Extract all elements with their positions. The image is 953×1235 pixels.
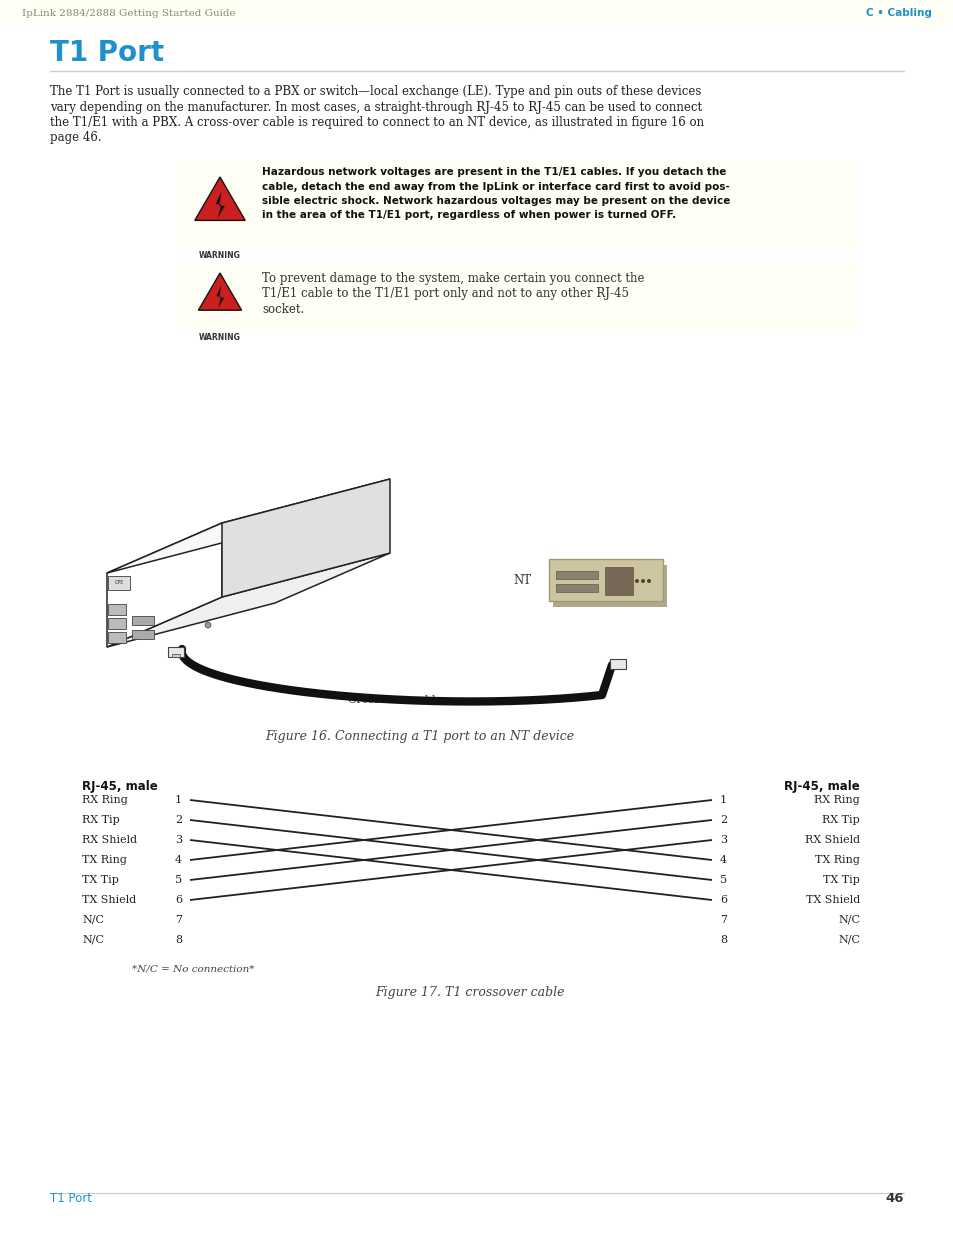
Text: 8: 8 <box>720 935 726 945</box>
Text: TX Shield: TX Shield <box>805 895 859 905</box>
Text: Figure 17. T1 crossover cable: Figure 17. T1 crossover cable <box>375 986 564 999</box>
Text: 4: 4 <box>720 855 726 864</box>
Text: vary depending on the manufacturer. In most cases, a straight-through RJ-45 to R: vary depending on the manufacturer. In m… <box>50 100 701 114</box>
Polygon shape <box>216 285 224 309</box>
Bar <box>556 571 598 579</box>
Text: TX Ring: TX Ring <box>814 855 859 864</box>
Polygon shape <box>107 522 222 647</box>
Text: TX Tip: TX Tip <box>822 876 859 885</box>
Text: IpLink 2884/2888 Getting Started Guide: IpLink 2884/2888 Getting Started Guide <box>22 9 235 17</box>
Text: T1 Port: T1 Port <box>50 1192 91 1205</box>
Bar <box>556 584 598 592</box>
Text: 1: 1 <box>720 795 726 805</box>
Text: N/C: N/C <box>837 915 859 925</box>
Text: RX Tip: RX Tip <box>82 815 120 825</box>
Bar <box>132 630 153 638</box>
Bar <box>132 616 153 625</box>
Polygon shape <box>609 659 625 669</box>
Text: sible electric shock. Network hazardous voltages may be present on the device: sible electric shock. Network hazardous … <box>262 196 730 206</box>
Text: TX Shield: TX Shield <box>82 895 136 905</box>
Bar <box>108 618 126 629</box>
Text: C • Cabling: C • Cabling <box>865 7 931 19</box>
Text: RX Tip: RX Tip <box>821 815 859 825</box>
Text: The T1 Port is usually connected to a PBX or switch—local exchange (LE). Type an: The T1 Port is usually connected to a PB… <box>50 85 700 98</box>
Text: 2: 2 <box>174 815 182 825</box>
Text: N/C: N/C <box>82 915 104 925</box>
Text: T1/E1 cable to the T1/E1 port only and not to any other RJ-45: T1/E1 cable to the T1/E1 port only and n… <box>262 288 628 300</box>
Text: NT: NT <box>514 573 532 587</box>
FancyBboxPatch shape <box>553 564 666 606</box>
FancyBboxPatch shape <box>0 0 953 26</box>
FancyBboxPatch shape <box>178 161 857 249</box>
Polygon shape <box>198 273 241 310</box>
Bar <box>172 655 180 657</box>
Text: 5: 5 <box>174 876 182 885</box>
Bar <box>108 604 126 615</box>
Text: 3: 3 <box>174 835 182 845</box>
Polygon shape <box>107 479 390 573</box>
Text: 8: 8 <box>174 935 182 945</box>
Text: RJ-45, male: RJ-45, male <box>82 781 157 793</box>
FancyBboxPatch shape <box>178 263 857 331</box>
Text: the T1/E1 with a PBX. A cross-over cable is required to connect to an NT device,: the T1/E1 with a PBX. A cross-over cable… <box>50 116 703 128</box>
Text: 7: 7 <box>720 915 726 925</box>
Text: 2: 2 <box>720 815 726 825</box>
Circle shape <box>635 579 639 583</box>
Text: socket.: socket. <box>262 303 304 316</box>
Text: RX Shield: RX Shield <box>804 835 859 845</box>
Circle shape <box>640 579 644 583</box>
Text: RJ-45, male: RJ-45, male <box>783 781 859 793</box>
Polygon shape <box>168 647 184 657</box>
FancyBboxPatch shape <box>548 559 662 601</box>
Text: RX Shield: RX Shield <box>82 835 137 845</box>
Bar <box>108 632 126 643</box>
Text: 6: 6 <box>720 895 726 905</box>
Text: cable, detach the end away from the IpLink or interface card first to avoid pos-: cable, detach the end away from the IpLi… <box>262 182 729 191</box>
Bar <box>604 567 633 595</box>
Text: RX Ring: RX Ring <box>814 795 859 805</box>
Text: 1: 1 <box>174 795 182 805</box>
Text: TX Ring: TX Ring <box>82 855 127 864</box>
FancyBboxPatch shape <box>108 576 130 590</box>
Text: RX Ring: RX Ring <box>82 795 128 805</box>
Text: N/C: N/C <box>82 935 104 945</box>
Polygon shape <box>215 191 225 219</box>
Text: Hazardous network voltages are present in the T1/E1 cables. If you detach the: Hazardous network voltages are present i… <box>262 167 725 177</box>
Text: WARNING: WARNING <box>199 333 241 342</box>
Text: 4: 4 <box>174 855 182 864</box>
Text: TX Tip: TX Tip <box>82 876 119 885</box>
Polygon shape <box>194 177 245 220</box>
Text: page 46.: page 46. <box>50 131 102 144</box>
Text: 3: 3 <box>720 835 726 845</box>
Text: in the area of the T1/E1 port, regardless of when power is turned OFF.: in the area of the T1/E1 port, regardles… <box>262 210 676 221</box>
Text: 6: 6 <box>174 895 182 905</box>
Text: Figure 16. Connecting a T1 port to an NT device: Figure 16. Connecting a T1 port to an NT… <box>265 730 574 743</box>
Polygon shape <box>107 553 390 647</box>
Text: 7: 7 <box>174 915 182 925</box>
Text: *N/C = No connection*: *N/C = No connection* <box>132 965 254 973</box>
Text: Cross-over cable: Cross-over cable <box>348 695 441 705</box>
Circle shape <box>646 579 650 583</box>
Text: To prevent damage to the system, make certain you connect the: To prevent damage to the system, make ce… <box>262 272 644 285</box>
Text: 5: 5 <box>720 876 726 885</box>
Text: CPE: CPE <box>114 580 124 585</box>
Circle shape <box>205 622 211 629</box>
Text: T1 Port: T1 Port <box>50 40 164 67</box>
Text: N/C: N/C <box>837 935 859 945</box>
Polygon shape <box>222 479 390 597</box>
Text: WARNING: WARNING <box>199 251 241 261</box>
Text: 46: 46 <box>884 1192 903 1205</box>
